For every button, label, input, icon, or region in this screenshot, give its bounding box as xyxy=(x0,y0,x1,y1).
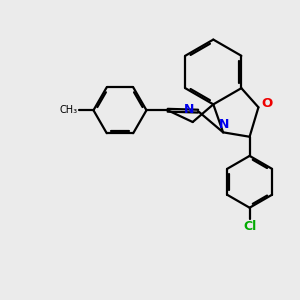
Text: O: O xyxy=(261,97,272,110)
Text: CH₃: CH₃ xyxy=(59,105,77,115)
Text: N: N xyxy=(184,103,194,116)
Text: Cl: Cl xyxy=(243,220,256,233)
Text: N: N xyxy=(219,118,229,130)
